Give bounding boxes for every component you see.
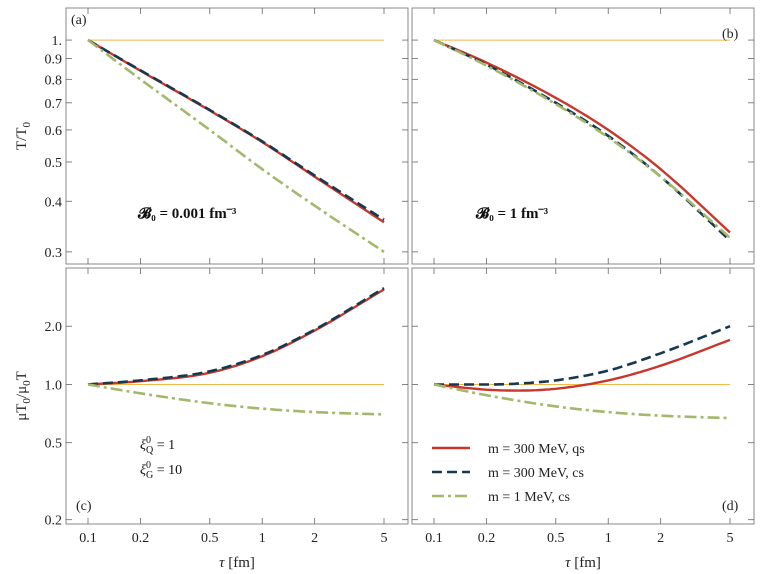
xi-g-annotation: ξ0 G = 10 xyxy=(140,460,182,481)
x-tick-label-c-5: 5 xyxy=(381,531,388,546)
x-axis-label-d: τ [fm] xyxy=(565,555,601,571)
panel-d-frame xyxy=(411,267,755,525)
panel-label-a: (a) xyxy=(71,13,87,28)
panel-a-frame xyxy=(65,7,409,265)
x-tick-label-c-2: 0.5 xyxy=(201,531,219,546)
legend-label-2: m = 300 MeV, cs xyxy=(488,466,584,481)
x-tick-label-d-5: 5 xyxy=(727,531,734,546)
y-tick-label-a-0: 1. xyxy=(52,34,63,49)
panel-c-frame xyxy=(65,267,409,525)
x-tick-label-d-2: 0.5 xyxy=(547,531,565,546)
x-axis-label-c: τ [fm] xyxy=(219,555,255,571)
panel-b-frame xyxy=(411,7,755,265)
x-tick-label-c-3: 1 xyxy=(259,531,266,546)
series-b-green-dashdot xyxy=(433,38,731,239)
y-tick-label-a-3: 0.7 xyxy=(45,97,63,112)
series-c-green-dashdot xyxy=(87,383,385,416)
x-tick-label-d-1: 0.2 xyxy=(478,531,496,546)
y-tick-label-a-6: 0.4 xyxy=(45,195,63,210)
series-a-red-solid xyxy=(87,39,385,224)
legend-label-3: m = 1 MeV, cs xyxy=(488,490,570,505)
y-axis-label-top: T/T0 xyxy=(14,122,33,151)
panel-label-b: (b) xyxy=(722,27,739,42)
b0-annotation-left: 𝓑₀ = 0.001 fm⁻³ xyxy=(137,206,237,222)
series-b-red-solid xyxy=(433,38,731,234)
series-d-navy-dashed xyxy=(434,324,731,386)
series-d-red-solid xyxy=(433,338,731,392)
x-tick-label-c-0: 0.1 xyxy=(79,531,97,546)
series-c-navy-dashed xyxy=(87,286,385,386)
series-d-green-dashdot xyxy=(433,383,731,420)
legend: m = 300 MeV, qs m = 300 MeV, cs m = 1 Me… xyxy=(432,442,585,505)
y-tick-label-a-2: 0.8 xyxy=(45,73,63,88)
x-tick-label-c-1: 0.2 xyxy=(132,531,150,546)
xi-q-annotation: ξ0 Q = 1 xyxy=(140,435,175,456)
y-tick-label-c-0: 2.0 xyxy=(45,320,63,335)
series-c-red-solid xyxy=(87,288,385,386)
panel-label-d: (d) xyxy=(722,499,739,514)
y-tick-label-a-1: 0.9 xyxy=(45,53,63,68)
y-tick-label-c-1: 1.0 xyxy=(45,378,63,393)
y-tick-label-a-4: 0.6 xyxy=(45,124,63,139)
y-tick-label-c-3: 0.2 xyxy=(45,514,63,529)
y-tick-label-a-5: 0.5 xyxy=(45,156,63,171)
x-tick-label-d-0: 0.1 xyxy=(425,531,443,546)
series-a-green-dashdot xyxy=(87,39,385,253)
legend-label-1: m = 300 MeV, qs xyxy=(488,442,585,457)
y-tick-label-a-7: 0.3 xyxy=(45,246,63,261)
panel-label-c: (c) xyxy=(76,499,92,514)
x-tick-label-c-4: 2 xyxy=(311,531,318,546)
x-tick-label-d-4: 2 xyxy=(657,531,664,546)
x-tick-label-d-3: 1 xyxy=(605,531,612,546)
y-axis-label-bottom: μT0/μ0T xyxy=(14,371,33,421)
b0-annotation-right: 𝓑₀ = 1 fm⁻³ xyxy=(475,206,549,222)
series-a-navy-dashed xyxy=(87,38,385,221)
y-tick-label-c-2: 0.5 xyxy=(45,437,63,452)
